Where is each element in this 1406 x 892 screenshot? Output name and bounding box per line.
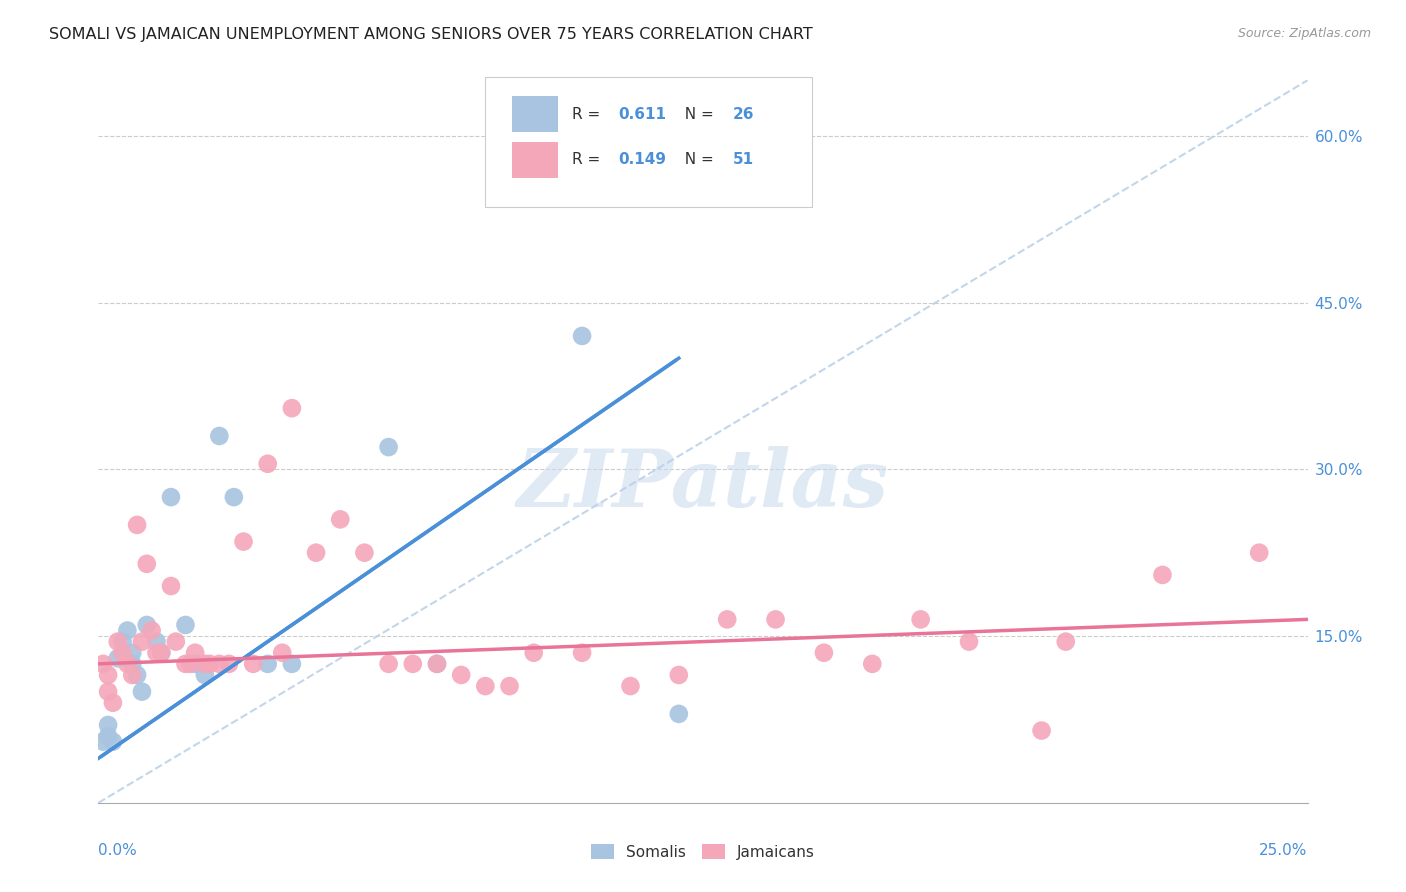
Text: N =: N =: [675, 107, 718, 121]
Point: [101, 696, 124, 710]
Point: [281, 401, 304, 416]
Point: [141, 624, 163, 638]
Text: R =: R =: [572, 107, 606, 121]
Text: ZIPatlas: ZIPatlas: [517, 446, 889, 524]
Text: 0.611: 0.611: [619, 107, 666, 121]
Point: [305, 546, 328, 560]
Point: [174, 657, 197, 671]
Point: [1031, 723, 1053, 738]
Text: N =: N =: [675, 153, 718, 168]
Point: [957, 634, 980, 648]
Point: [1054, 634, 1077, 648]
FancyBboxPatch shape: [512, 96, 558, 132]
Point: [184, 646, 207, 660]
Point: [121, 657, 143, 671]
Text: 25.0%: 25.0%: [1260, 843, 1308, 857]
Point: [101, 734, 124, 748]
Point: [232, 534, 254, 549]
Point: [765, 612, 787, 626]
Point: [1249, 546, 1271, 560]
Point: [150, 646, 173, 660]
Point: [117, 624, 139, 638]
Point: [402, 657, 425, 671]
Point: [184, 657, 207, 671]
Point: [131, 684, 153, 698]
Point: [121, 646, 143, 660]
Point: [97, 729, 120, 743]
Point: [165, 634, 187, 648]
Point: [474, 679, 496, 693]
Point: [150, 646, 173, 660]
Point: [107, 634, 129, 648]
Point: [222, 490, 245, 504]
Point: [208, 429, 231, 443]
Point: [377, 657, 399, 671]
Point: [107, 651, 129, 665]
Point: [160, 579, 183, 593]
Point: [111, 634, 134, 648]
Point: [1152, 568, 1174, 582]
Point: [281, 657, 304, 671]
Text: 26: 26: [734, 107, 755, 121]
Point: [174, 618, 197, 632]
Text: 51: 51: [734, 153, 755, 168]
Point: [910, 612, 932, 626]
Point: [127, 517, 149, 532]
Point: [271, 646, 294, 660]
Point: [160, 490, 183, 504]
Point: [716, 612, 738, 626]
Point: [860, 657, 883, 671]
Point: [97, 718, 120, 732]
Point: [208, 657, 231, 671]
Text: 0.149: 0.149: [619, 153, 666, 168]
Point: [353, 546, 375, 560]
Point: [131, 634, 153, 648]
Text: SOMALI VS JAMAICAN UNEMPLOYMENT AMONG SENIORS OVER 75 YEARS CORRELATION CHART: SOMALI VS JAMAICAN UNEMPLOYMENT AMONG SE…: [49, 27, 813, 42]
Point: [194, 657, 217, 671]
Point: [127, 668, 149, 682]
Legend: Somalis, Jamaicans: Somalis, Jamaicans: [583, 836, 823, 867]
Text: R =: R =: [572, 153, 606, 168]
Point: [91, 734, 114, 748]
FancyBboxPatch shape: [485, 77, 811, 207]
Point: [426, 657, 449, 671]
Point: [135, 557, 157, 571]
Point: [498, 679, 520, 693]
Point: [426, 657, 449, 671]
Point: [194, 668, 217, 682]
Point: [145, 634, 167, 648]
Point: [256, 657, 278, 671]
Point: [97, 668, 120, 682]
Point: [97, 684, 120, 698]
Point: [179, 657, 201, 671]
Point: [117, 657, 139, 671]
Point: [813, 646, 835, 660]
Point: [619, 679, 641, 693]
Point: [91, 657, 114, 671]
Point: [256, 457, 278, 471]
Point: [668, 668, 690, 682]
Point: [121, 668, 143, 682]
Point: [242, 657, 264, 671]
Point: [135, 618, 157, 632]
Point: [218, 657, 240, 671]
Point: [329, 512, 352, 526]
Point: [523, 646, 546, 660]
Point: [198, 657, 221, 671]
Text: Source: ZipAtlas.com: Source: ZipAtlas.com: [1237, 27, 1371, 40]
Point: [377, 440, 399, 454]
Point: [571, 329, 593, 343]
Point: [571, 646, 593, 660]
Point: [668, 706, 690, 721]
FancyBboxPatch shape: [512, 142, 558, 178]
Point: [450, 668, 472, 682]
Text: 0.0%: 0.0%: [98, 843, 138, 857]
Point: [145, 646, 167, 660]
Point: [111, 646, 134, 660]
